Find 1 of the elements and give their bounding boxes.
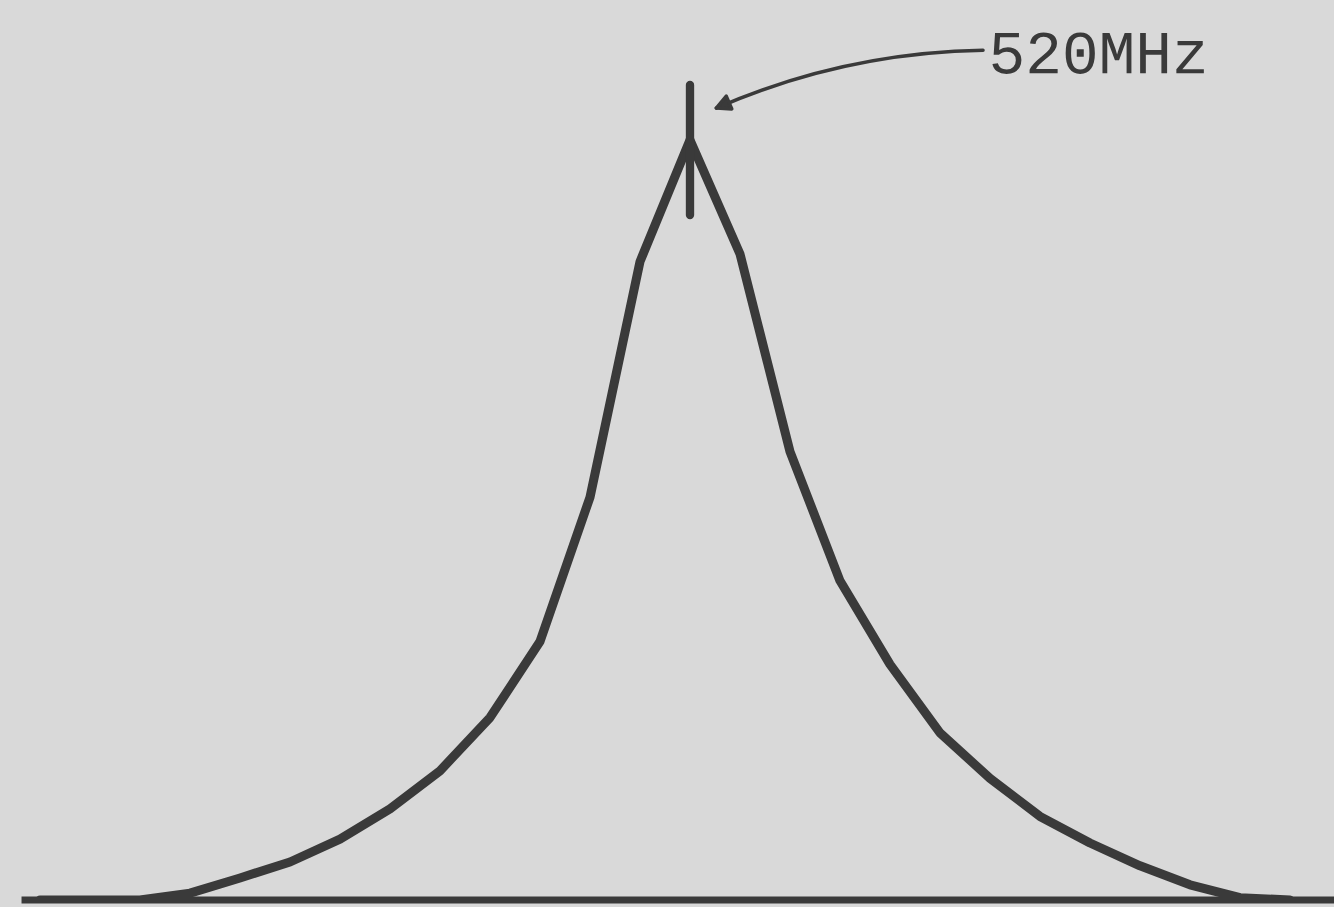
text: 520MHz bbox=[992, 32, 1204, 74]
